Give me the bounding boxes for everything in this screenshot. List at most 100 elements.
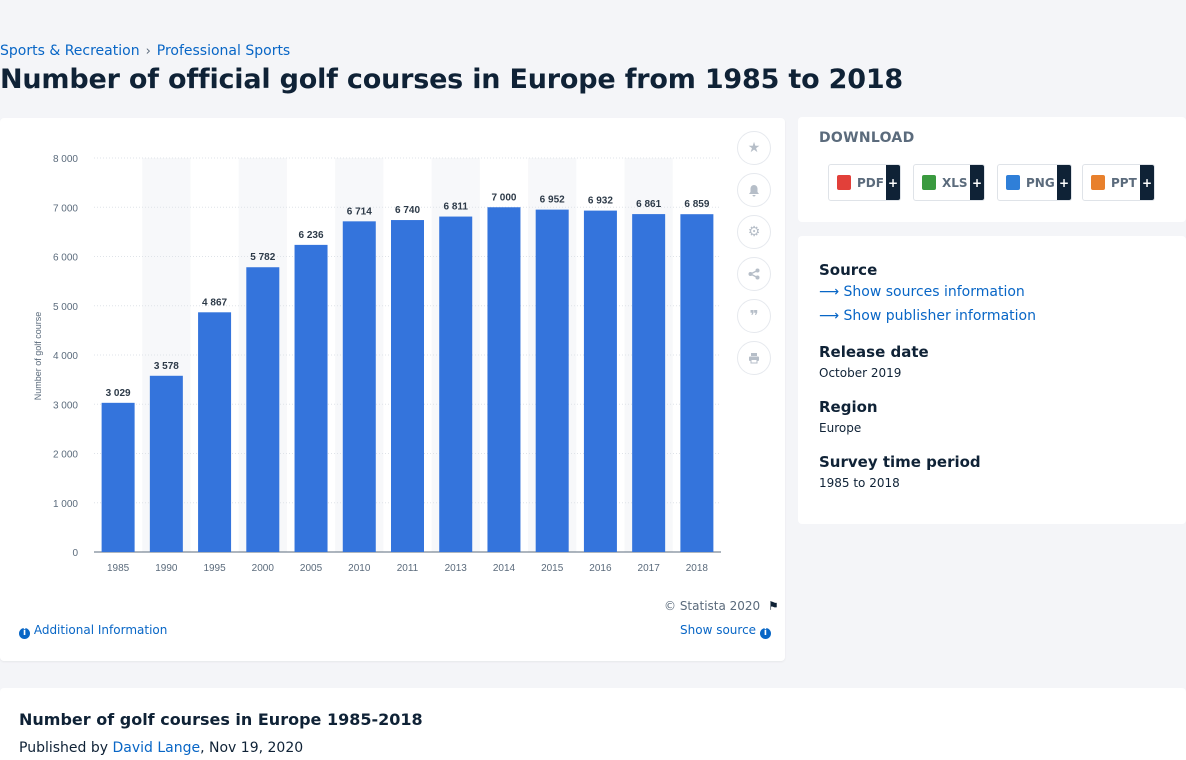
y-tick-label: 3 000 [53, 400, 78, 411]
download-ppt-button[interactable]: PPT + [1082, 164, 1155, 201]
plus-icon[interactable]: + [886, 165, 900, 200]
x-tick-label: 2015 [541, 563, 564, 574]
download-png-button[interactable]: PNG + [997, 164, 1072, 201]
additional-info-link[interactable]: i Additional Information [19, 623, 167, 639]
bar [101, 402, 135, 552]
info-icon: i [759, 628, 771, 639]
bar [535, 209, 569, 552]
additional-info-label: Additional Information [33, 623, 168, 637]
cite-button[interactable]: ❞ [737, 299, 771, 333]
region-value: Europe [819, 421, 862, 435]
download-panel: DOWNLOAD PDF + XLS + PNG + PPT + [798, 117, 1186, 222]
bar-value-label: 6 859 [684, 199, 709, 210]
settings-button[interactable]: ⚙ [737, 215, 771, 249]
publication-date: , Nov 19, 2020 [200, 740, 304, 756]
info-icon: i [19, 628, 30, 639]
y-tick-label: 2 000 [53, 450, 78, 461]
show-publisher-label: Show publisher information [843, 308, 1036, 324]
breadcrumb-sports-recreation[interactable]: Sports & Recreation [0, 43, 140, 59]
bar-value-label: 7 000 [491, 192, 516, 203]
bar-value-label: 3 029 [106, 388, 131, 399]
bar-value-label: 6 932 [588, 196, 613, 207]
download-pdf-label: PDF [857, 175, 884, 190]
bar [342, 221, 376, 552]
bar-value-label: 5 782 [250, 252, 275, 263]
x-tick-label: 1985 [107, 563, 130, 574]
share-icon [748, 268, 760, 280]
favorite-button[interactable]: ★ [737, 131, 771, 165]
notification-button[interactable] [737, 173, 771, 207]
download-pdf-button[interactable]: PDF + [828, 164, 901, 201]
published-prefix: Published by [19, 740, 113, 756]
png-file-icon [1006, 175, 1020, 190]
arrow-right-icon: ⟶ [819, 284, 840, 300]
y-tick-label: 4 000 [53, 351, 78, 362]
y-tick-label: 8 000 [53, 154, 78, 165]
bar-value-label: 6 236 [299, 230, 324, 241]
x-tick-label: 2013 [445, 563, 468, 574]
breadcrumb-professional-sports[interactable]: Professional Sports [156, 43, 291, 59]
download-xls-label: XLS [942, 175, 968, 190]
copyright-notice: © Statista 2020 ⚑ [664, 599, 779, 613]
quote-icon: ❞ [749, 307, 759, 325]
publication-card: Number of golf courses in Europe 1985-20… [0, 688, 1186, 760]
gear-icon: ⚙ [747, 224, 761, 240]
plus-icon[interactable]: + [970, 165, 984, 200]
ppt-file-icon [1091, 175, 1105, 190]
show-publisher-link[interactable]: ⟶ Show publisher information [819, 308, 1036, 324]
source-info-panel: Source ⟶ Show sources information ⟶ Show… [798, 236, 1186, 524]
y-axis-title: Number of golf course [33, 312, 43, 401]
bar [246, 267, 280, 552]
download-xls-button[interactable]: XLS + [913, 164, 985, 201]
survey-period-value: 1985 to 2018 [819, 476, 900, 490]
download-title: DOWNLOAD [819, 130, 915, 146]
plus-icon[interactable]: + [1140, 165, 1154, 200]
page-title: Number of official golf courses in Europ… [0, 64, 903, 95]
download-png-label: PNG [1026, 175, 1055, 190]
publication-byline: Published by David Lange, Nov 19, 2020 [19, 740, 303, 756]
chart-card: 0 1 000 2 000 3 000 4 000 5 000 6 000 7 000 8 00… [0, 118, 785, 661]
author-link[interactable]: David Lange [112, 740, 201, 756]
show-source-label: Show source [680, 623, 757, 637]
chevron-right-icon: › [145, 43, 151, 59]
region-heading: Region [819, 398, 878, 416]
x-tick-label: 2018 [686, 563, 709, 574]
bar-value-label: 6 952 [540, 195, 565, 206]
print-icon [749, 353, 759, 364]
y-tick-label: 7 000 [53, 203, 78, 214]
print-button[interactable] [737, 341, 771, 375]
bar-value-label: 6 714 [347, 206, 372, 217]
bar [149, 375, 183, 552]
bar-value-label: 4 867 [202, 297, 227, 308]
bar-value-label: 6 811 [443, 202, 468, 213]
top-band [0, 0, 1186, 34]
flag-icon[interactable]: ⚑ [768, 599, 779, 613]
x-tick-label: 1995 [203, 563, 226, 574]
show-sources-label: Show sources information [843, 284, 1025, 300]
bar [487, 207, 521, 552]
bell-icon [749, 184, 759, 196]
pdf-file-icon [837, 175, 851, 190]
bar [439, 216, 473, 552]
bar [391, 220, 424, 552]
xls-file-icon [922, 175, 936, 190]
bar [198, 312, 232, 552]
bar [583, 210, 617, 552]
plus-icon[interactable]: + [1057, 165, 1071, 200]
x-tick-label: 2016 [589, 563, 612, 574]
y-tick-label: 1 000 [53, 499, 78, 510]
y-tick-label: 0 [72, 548, 78, 559]
star-icon: ★ [747, 140, 761, 156]
bar-value-label: 6 861 [636, 199, 661, 210]
bar-value-label: 6 740 [395, 205, 420, 216]
breadcrumb: Sports & Recreation › Professional Sport… [0, 43, 290, 59]
release-date-value: October 2019 [819, 366, 902, 380]
release-date-heading: Release date [819, 343, 929, 361]
x-tick-label: 2011 [397, 563, 419, 574]
show-source-link[interactable]: Show source i [680, 623, 771, 639]
y-tick-label: 6 000 [53, 253, 78, 264]
bar-chart: 0 1 000 2 000 3 000 4 000 5 000 6 000 7 000 8 00… [33, 154, 721, 574]
show-sources-link[interactable]: ⟶ Show sources information [819, 284, 1025, 300]
share-button[interactable] [737, 257, 771, 291]
bar [680, 214, 714, 552]
